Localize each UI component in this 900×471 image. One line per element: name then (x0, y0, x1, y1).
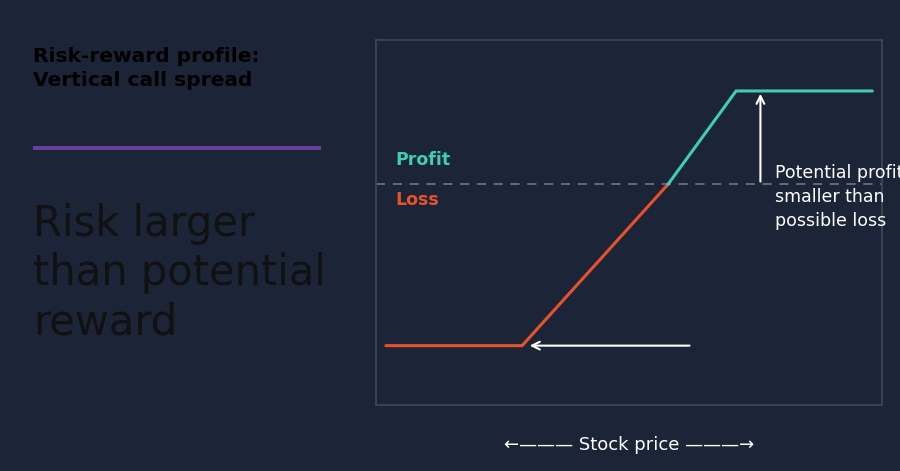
Text: Risk larger
than potential
reward: Risk larger than potential reward (32, 203, 326, 343)
Text: ←——— Stock price ———→: ←——— Stock price ———→ (504, 436, 754, 454)
Text: Loss: Loss (396, 191, 439, 209)
Text: Potential profit
smaller than
possible loss: Potential profit smaller than possible l… (775, 164, 900, 230)
Text: Risk-reward profile:
Vertical call spread: Risk-reward profile: Vertical call sprea… (32, 47, 259, 90)
Text: Profit: Profit (396, 152, 451, 170)
